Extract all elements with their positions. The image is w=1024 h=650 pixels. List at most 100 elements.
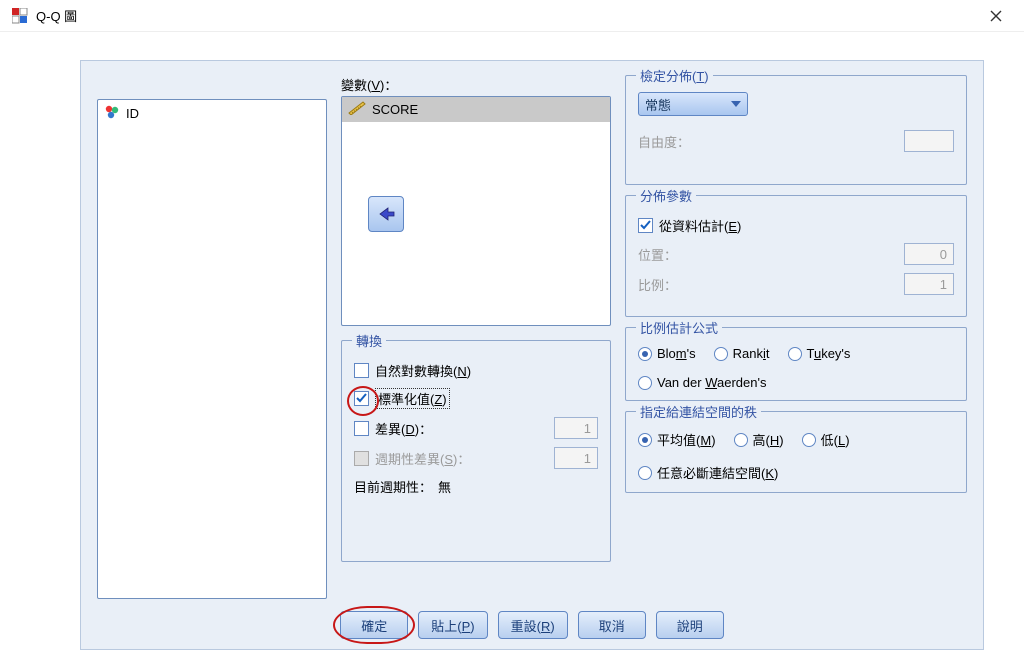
natural-log-row: 自然對數轉換(N) [354,361,598,380]
group-legend: 轉換 [352,331,386,350]
test-distribution-group: 檢定分佈(T) 常態 自由度： [625,75,967,185]
t: 標準化值( [378,392,434,407]
standardize-row: 標準化值(Z) [354,388,598,409]
label: Blom's [657,346,696,361]
t: )： [380,78,397,93]
variables-panel: 變數(V)： [341,75,611,599]
t: 平均值( [657,433,700,448]
radio-tukeys[interactable]: Tukey's [788,346,851,361]
t: ) [704,69,708,84]
label: 說明 [677,616,703,635]
mnemonic: V [371,78,380,93]
scale-input: 1 [904,273,954,295]
label: 週期性差異(S)： [375,449,470,468]
t: aerden's [717,375,766,390]
ok-button[interactable]: 確定 [340,611,408,639]
t: t [766,346,770,361]
move-left-button[interactable] [368,196,404,232]
radio-low[interactable]: 低(L) [802,430,850,449]
move-button-area [368,196,404,232]
current-period-row: 目前週期性： 無 [354,477,598,496]
t: )： [415,422,432,437]
source-panel: ID [97,75,327,599]
group-legend: 檢定分佈(T) [636,66,713,85]
list-item[interactable]: ID [98,100,326,127]
t: ) [442,392,446,407]
radio-rankit[interactable]: Rankit [714,346,770,361]
radio-break[interactable]: 任意必斷連結空間(K) [638,463,778,482]
t: 週期性差異( [375,452,444,467]
rank-ties-group: 指定給連結空間的秩 平均值(M) 高(H) 低(L) [625,411,967,493]
close-button[interactable] [980,0,1012,32]
t: 高( [753,433,770,448]
highlight-circle [354,391,369,407]
radio-bloms[interactable]: Blom's [638,346,696,361]
t: Rank [733,346,763,361]
df-label: 自由度： [638,132,690,151]
list-item[interactable]: SCORE [342,97,610,122]
label: 重設(R) [511,616,555,635]
dialog-body: ID 變數(V)： [80,60,984,650]
mnemonic: E [728,219,737,234]
label: 標準化值(Z) [375,388,450,409]
mnemonic: M [700,433,711,448]
help-button[interactable]: 說明 [656,611,724,639]
cancel-button[interactable]: 取消 [578,611,646,639]
qq-plot-dialog: Q-Q 圖 ID [0,0,1024,650]
group-legend: 指定給連結空間的秩 [636,402,761,421]
difference-row: 差異(D)： 1 [354,417,598,439]
paste-button[interactable]: 貼上(P) [418,611,487,639]
t: ) [779,433,783,448]
dialog-buttons: 確定 貼上(P) 重設(R) 取消 說明 [97,611,967,639]
chevron-down-icon [731,101,741,107]
mnemonic: K [765,466,774,481]
label: 目前週期性： [354,477,432,496]
t: ) [467,364,471,379]
radio-icon [734,433,748,447]
radio-icon [802,433,816,447]
selected-value: 常態 [645,95,671,114]
standardize-checkbox[interactable] [354,391,369,406]
source-listbox[interactable]: ID [97,99,327,599]
t: 差異( [375,422,405,437]
label: 低(L) [821,430,850,449]
t: 's [687,346,696,361]
radio-high[interactable]: 高(H) [734,430,784,449]
value: 無 [438,477,451,496]
radio-mean[interactable]: 平均值(M) [638,430,716,449]
radio-icon [638,433,652,447]
label: 貼上(P) [431,616,474,635]
estimate-checkbox[interactable] [638,218,653,233]
group-legend: 分佈參數 [636,186,696,205]
t: ) [774,466,778,481]
t: ) [470,619,474,634]
label: 高(H) [753,430,784,449]
label: 取消 [599,616,625,635]
arrow-left-icon [376,206,396,222]
difference-input[interactable]: 1 [554,417,598,439]
mnemonic: S [444,452,453,467]
distribution-params-group: 分佈參數 從資料估計(E) 位置： 0 比例： 1 [625,195,967,317]
difference-checkbox[interactable] [354,421,369,436]
seasonal-checkbox [354,451,369,466]
df-input [904,130,954,152]
window-title: Q-Q 圖 [36,6,980,25]
seasonal-input: 1 [554,447,598,469]
natural-log-checkbox[interactable] [354,363,369,378]
t: 變數( [341,78,371,93]
t: 貼上( [431,619,461,634]
mnemonic: P [462,619,471,634]
proportion-formula-group: 比例估計公式 Blom's Rankit Tukey's [625,327,967,401]
distribution-select[interactable]: 常態 [638,92,748,116]
proportion-options: Blom's Rankit Tukey's Van der Waerd [638,346,954,390]
label: 差異(D)： [375,419,432,438]
t: Blo [657,346,676,361]
reset-button[interactable]: 重設(R) [498,611,568,639]
radio-icon [788,347,802,361]
mnemonic: D [405,422,414,437]
radio-icon [638,376,652,390]
seasonal-row: 週期性差異(S)： 1 [354,447,598,469]
radio-vanderwaerden[interactable]: Van der Waerden's [638,375,766,390]
label: 任意必斷連結空間(K) [657,463,778,482]
label: 確定 [361,616,387,635]
